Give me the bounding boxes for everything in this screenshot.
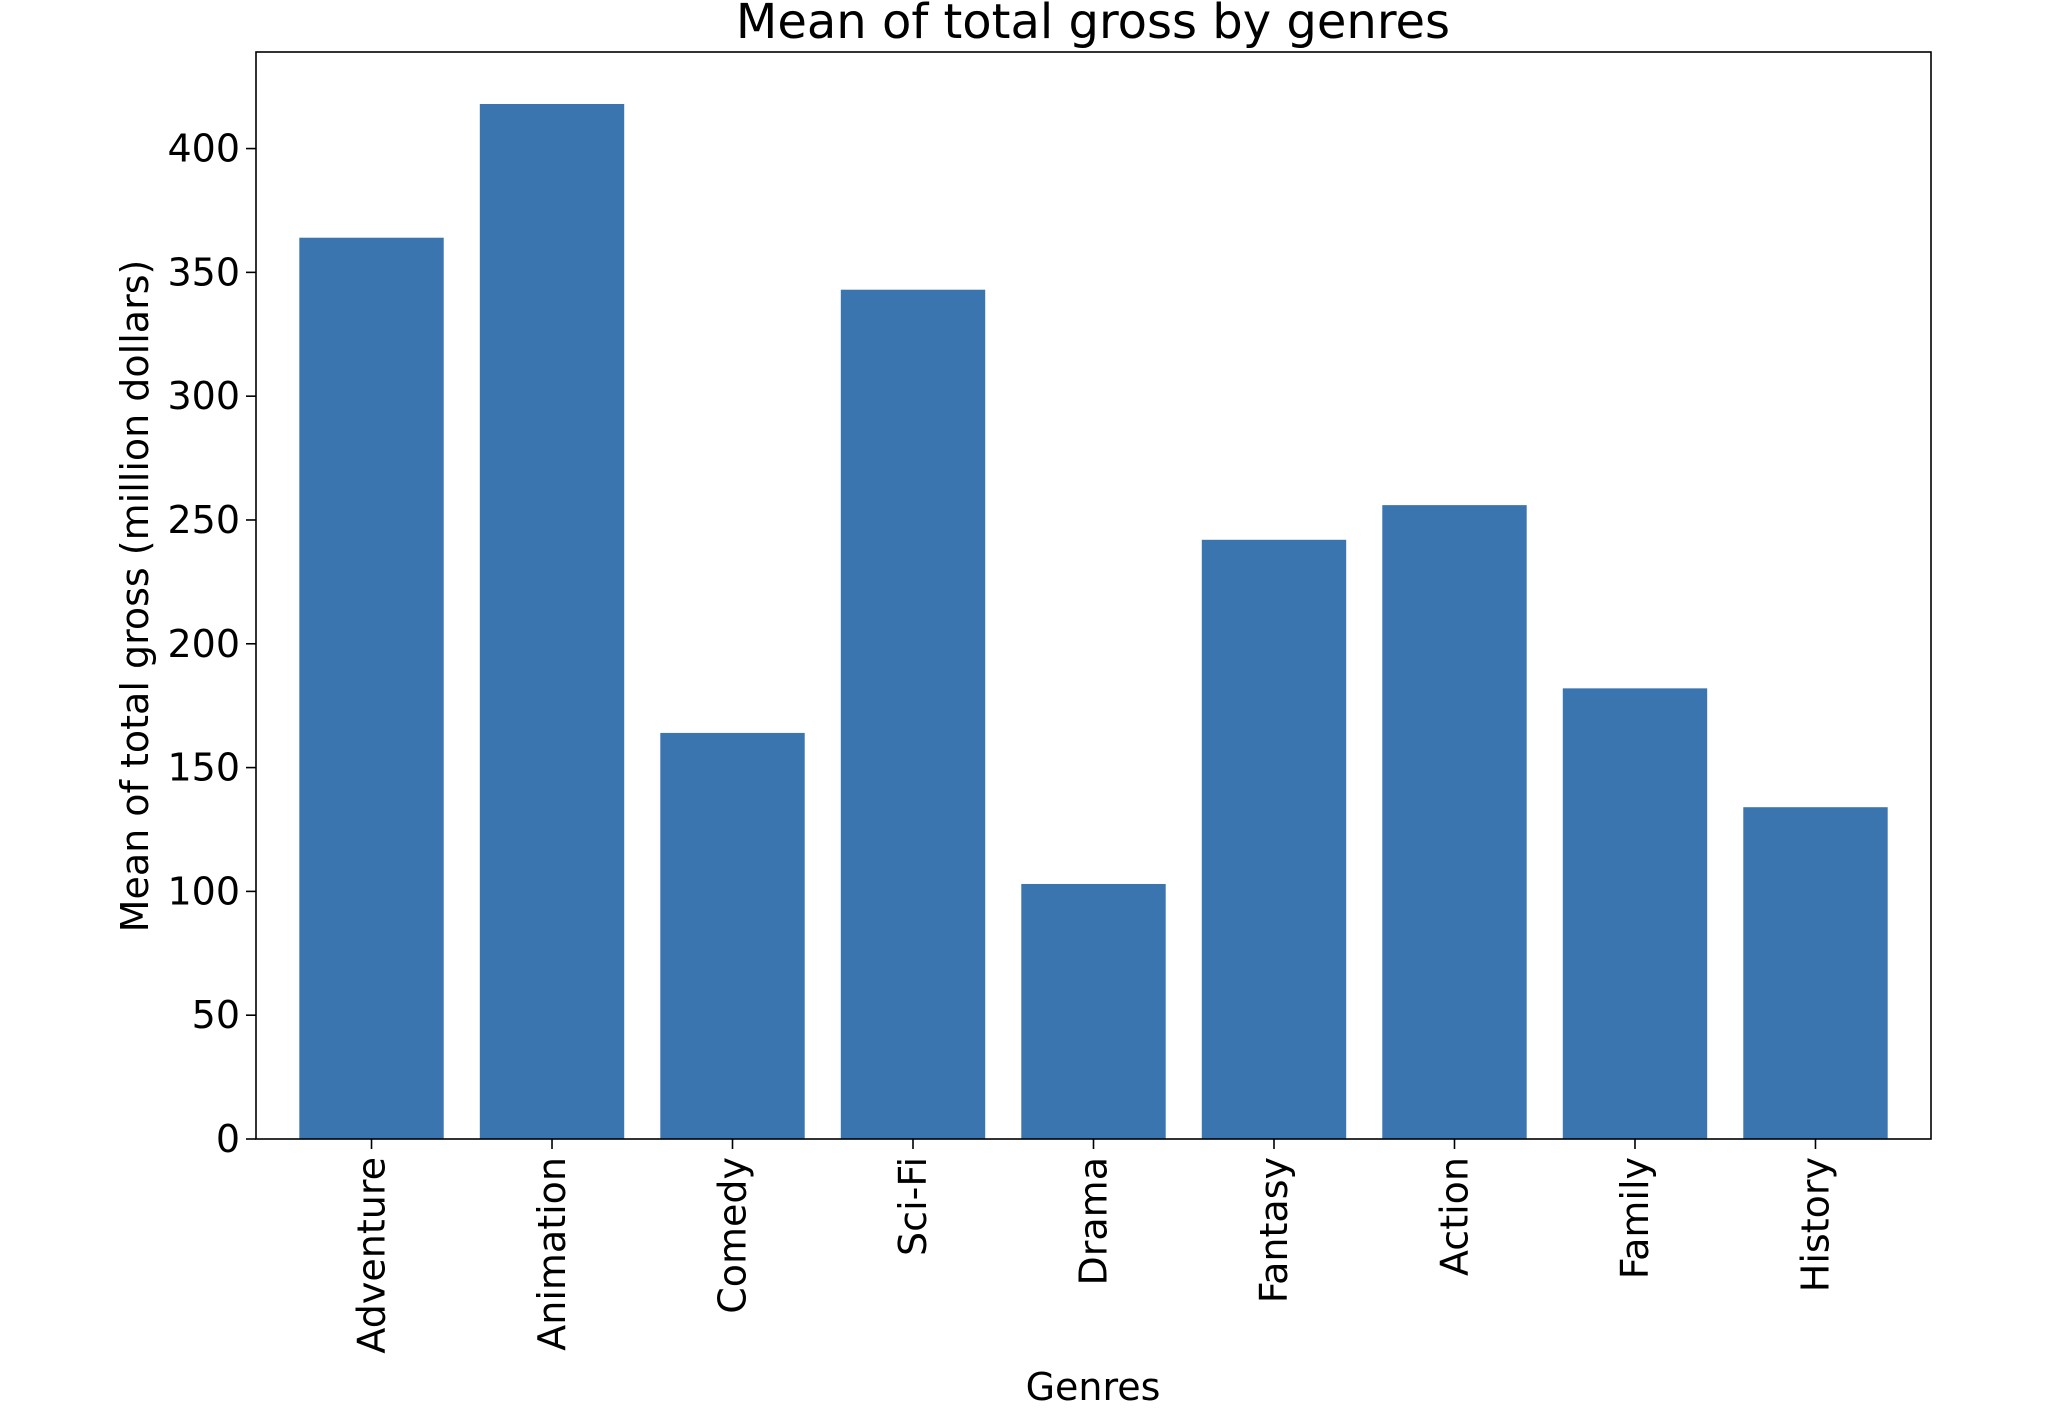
x-tick-label: Action xyxy=(1432,1157,1476,1276)
y-tick-label: 200 xyxy=(167,622,240,666)
x-tick-label: Animation xyxy=(530,1157,574,1351)
y-tick-label: 400 xyxy=(167,127,240,171)
y-axis-label: Mean of total gross (million dollars) xyxy=(113,260,157,933)
bar-fantasy xyxy=(1201,539,1347,1139)
x-tick-label: History xyxy=(1793,1157,1837,1292)
bar-adventure xyxy=(299,237,444,1139)
x-tick-label: Adventure xyxy=(350,1157,394,1354)
bar-sci-fi xyxy=(840,289,986,1139)
x-tick-label: Drama xyxy=(1072,1157,1116,1285)
x-tick-label: Sci-Fi xyxy=(891,1157,935,1256)
plot-frame xyxy=(255,51,1932,1140)
x-axis-ticks: Adventure Animation Comedy Sci-Fi Drama Fanta… xyxy=(350,1139,1837,1354)
y-tick-label: 50 xyxy=(192,993,240,1037)
bar-action xyxy=(1382,505,1527,1139)
bar-animation xyxy=(479,103,625,1140)
y-tick-label: 0 xyxy=(216,1117,240,1161)
x-tick-label: Fantasy xyxy=(1252,1157,1296,1303)
y-tick-label: 150 xyxy=(167,746,240,790)
chart-title: Mean of total gross by genres xyxy=(736,0,1450,50)
x-tick-label: Comedy xyxy=(711,1157,755,1314)
y-axis-ticks: 0 50 100 150 200 250 300 350 400 xyxy=(167,127,256,1161)
bar-history xyxy=(1743,807,1888,1139)
y-tick-label: 300 xyxy=(167,374,240,418)
x-axis-label: Genres xyxy=(1026,1365,1161,1409)
x-tick-label: Family xyxy=(1613,1157,1657,1279)
bar-drama xyxy=(1021,883,1166,1139)
bars-group xyxy=(299,103,1888,1140)
y-tick-label: 350 xyxy=(167,250,240,294)
y-tick-label: 250 xyxy=(167,498,240,542)
y-tick-label: 100 xyxy=(167,869,240,913)
bar-comedy xyxy=(660,732,805,1139)
bar-family xyxy=(1562,688,1708,1139)
